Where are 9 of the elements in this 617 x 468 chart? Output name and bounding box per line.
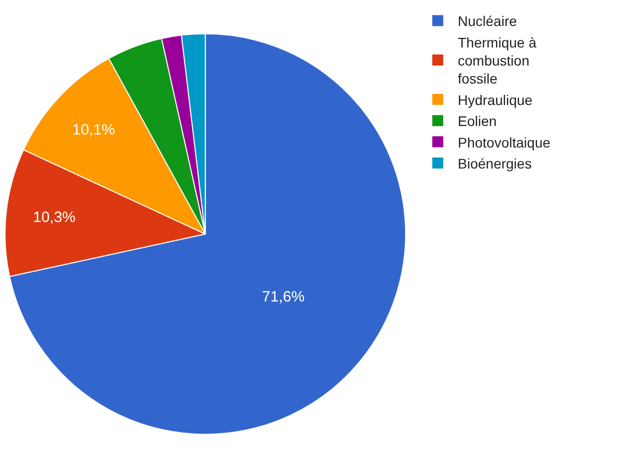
legend-label: Photovoltaique [458, 134, 551, 150]
legend-label: Hydraulique [458, 92, 533, 108]
data-label: 71,6% [262, 288, 305, 306]
legend-label: Nucléaire [458, 13, 518, 30]
legend-label: Eolien [458, 113, 497, 130]
data-label: 10,3% [32, 208, 76, 226]
legend-label: Bioénergies [458, 155, 532, 172]
data-label: 10,1% [72, 121, 115, 138]
legend-label: Thermique à combustion fossile [458, 34, 537, 87]
